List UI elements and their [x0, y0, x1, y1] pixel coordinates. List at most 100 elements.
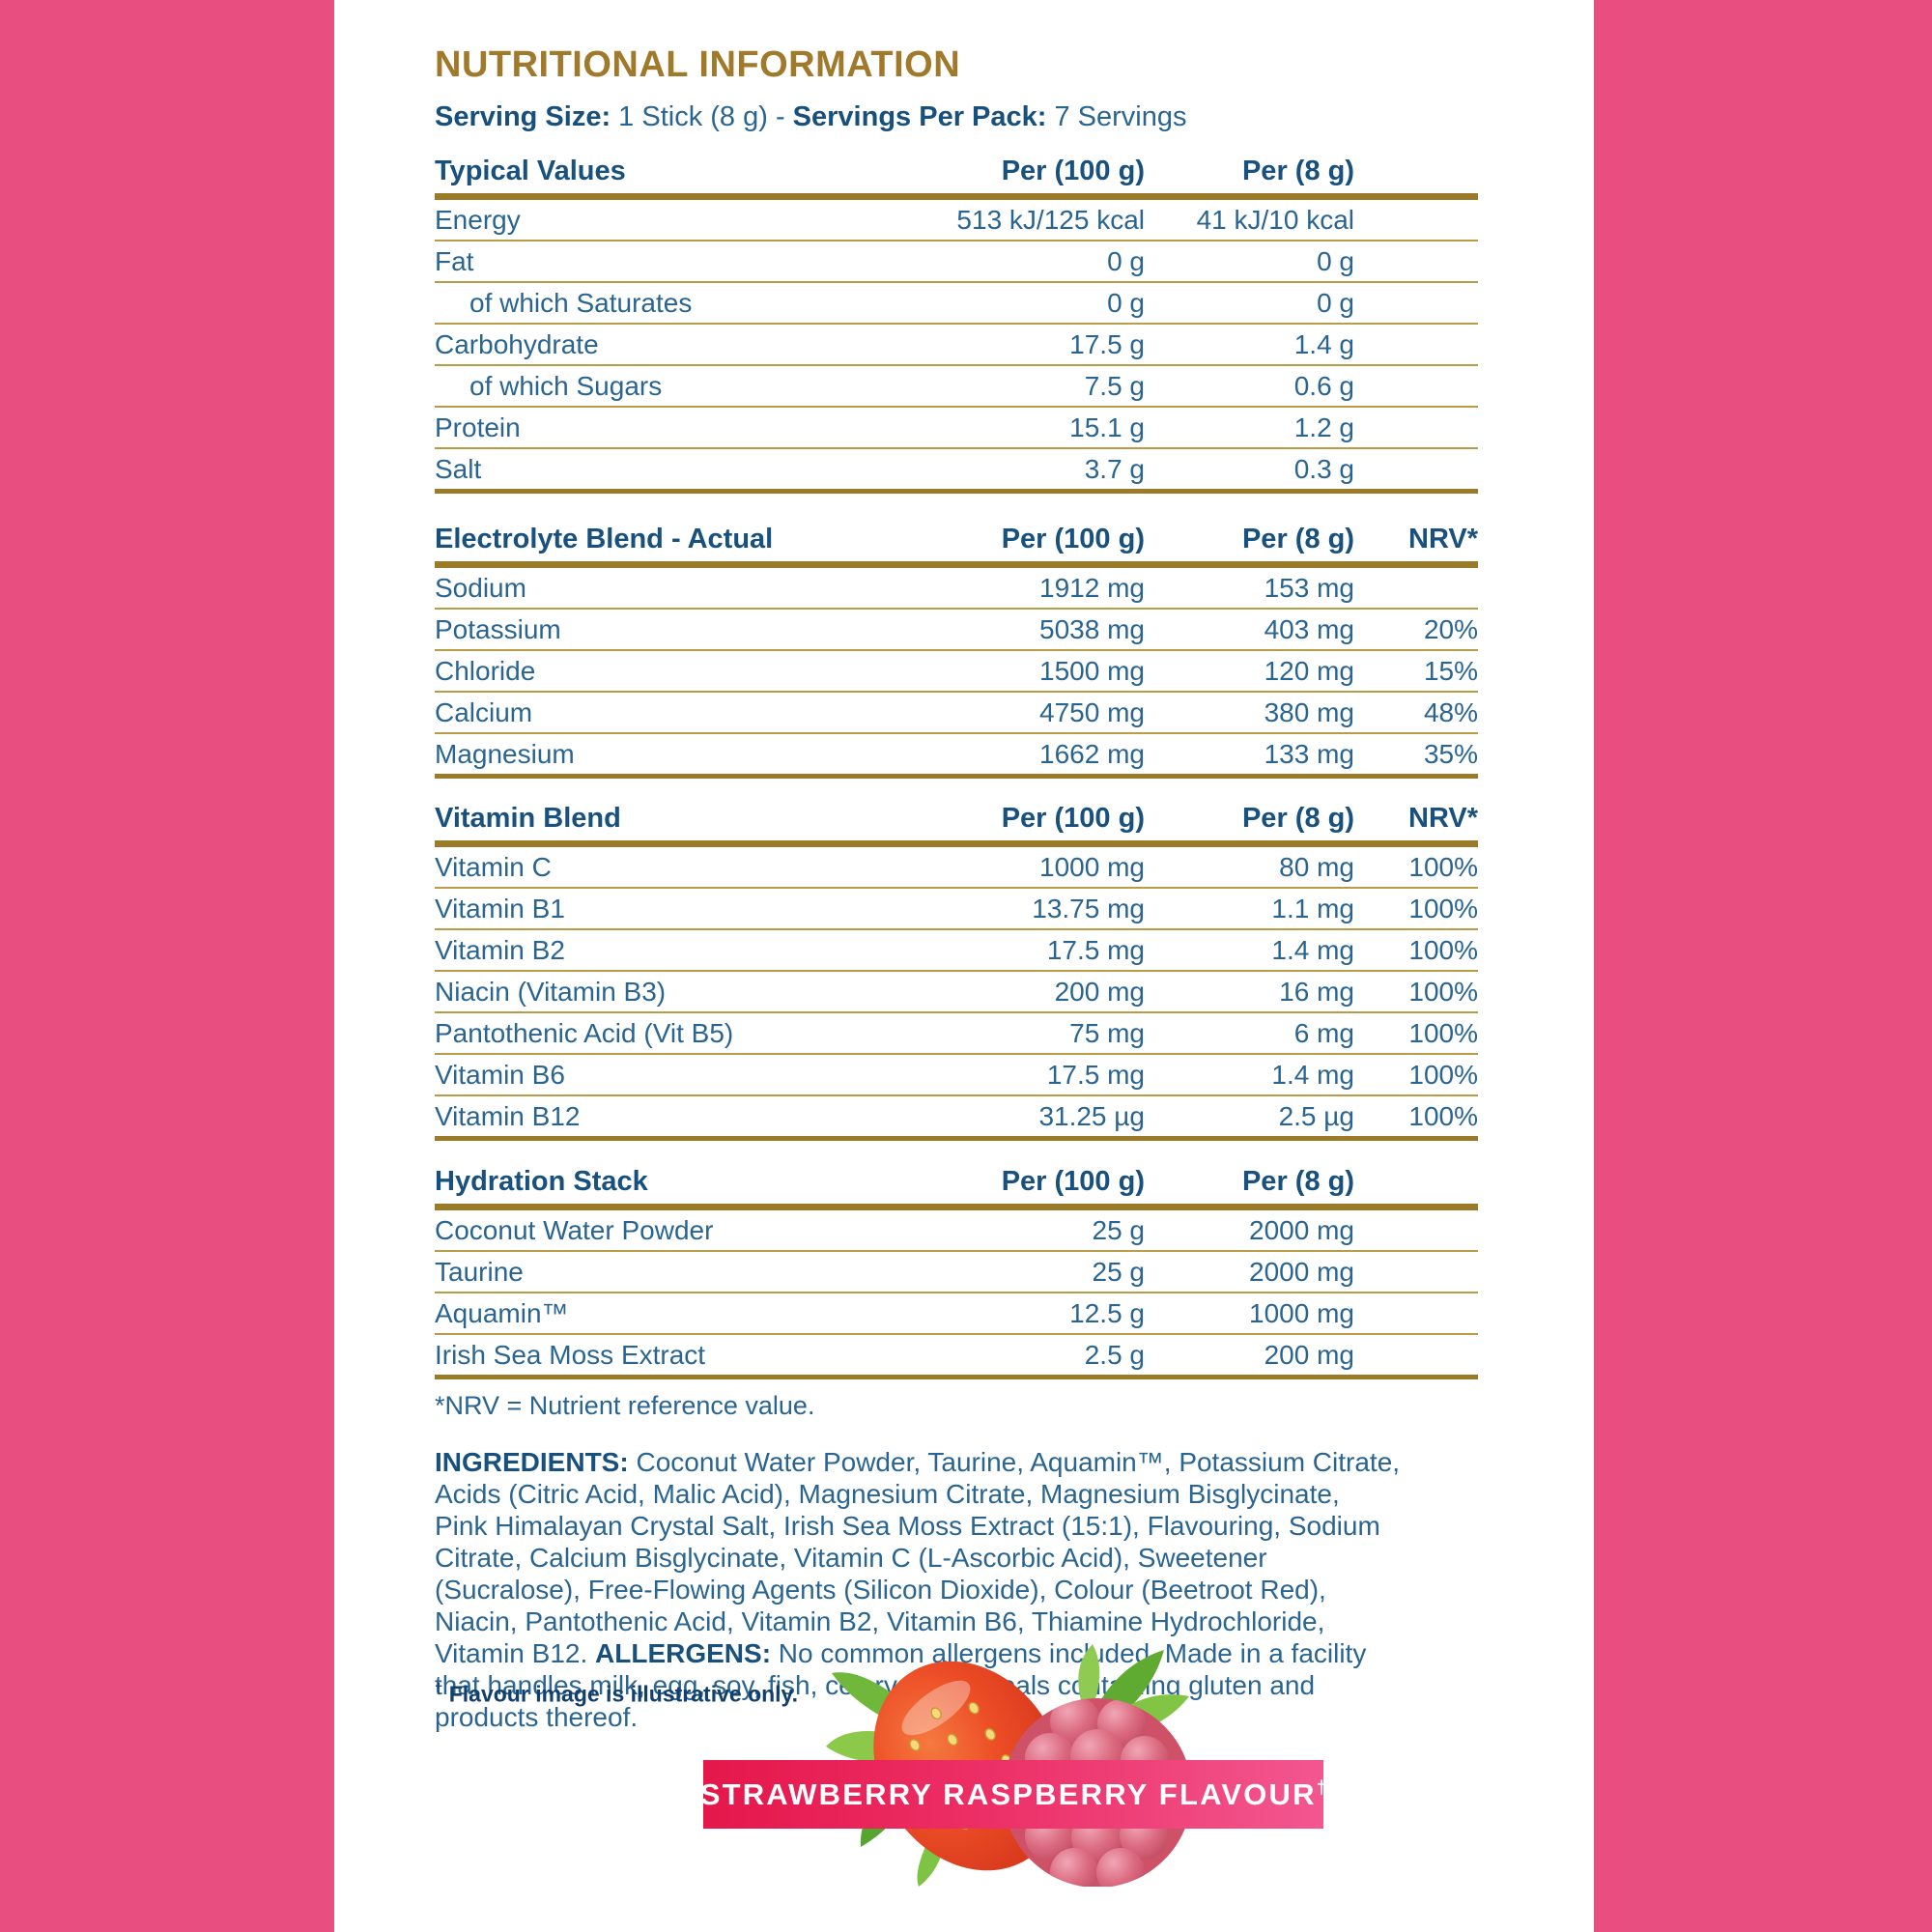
ingredients-segment: Acids (Citric Acid, Malic Acid), Magnesi…: [435, 1479, 1340, 1509]
row-value-nrv: 48%: [1423, 696, 1478, 727]
table-row: Vitamin B6 17.5 mg 1.4 mg 100%: [435, 1055, 1478, 1096]
row-value-per100: 25 g: [1092, 1256, 1146, 1287]
row-value-nrv: 100%: [1408, 1017, 1478, 1048]
row-label: Vitamin B12: [435, 1100, 581, 1131]
row-value-per100: 12.5 g: [1069, 1297, 1145, 1328]
table-row: Fat 0 g 0 g: [435, 242, 1478, 283]
row-value-per8: 6 mg: [1293, 1017, 1354, 1048]
table-row: Energy 513 kJ/125 kcal 41 kJ/10 kcal: [435, 200, 1478, 242]
row-value-per8: 2.5 µg: [1278, 1100, 1354, 1131]
ingredients-segment: ALLERGENS:: [595, 1638, 772, 1668]
row-value-per100: 0 g: [1107, 287, 1145, 318]
nrv-footnote: *NRV = Nutrient reference value.: [435, 1391, 815, 1420]
row-label: Niacin (Vitamin B3): [435, 976, 667, 1007]
row-label: Taurine: [435, 1256, 524, 1287]
table-section-typical-values: Typical Values Per (100 g) Per (8 g) Energy…: [435, 149, 1478, 494]
col-header-nrv: NRV*: [1408, 523, 1478, 554]
col-header-per100: Per (100 g): [1001, 802, 1145, 834]
table-row: Aquamin™ 12.5 g 1000 mg: [435, 1293, 1478, 1335]
table-header-row: Typical Values Per (100 g) Per (8 g): [435, 149, 1478, 200]
ingredients-line: (Sucralose), Free-Flowing Agents (Silico…: [435, 1574, 1478, 1605]
table-row: Coconut Water Powder 25 g 2000 mg: [435, 1210, 1478, 1252]
table-row: Vitamin B1 13.75 mg 1.1 mg 100%: [435, 889, 1478, 930]
col-header-per8: Per (8 g): [1241, 1165, 1354, 1197]
row-value-per100: 75 mg: [1069, 1017, 1145, 1048]
serving-info-segment: Servings Per Pack:: [792, 101, 1047, 132]
row-value-per8: 16 mg: [1279, 976, 1354, 1007]
table-row: Calcium 4750 mg 380 mg 48%: [435, 693, 1478, 734]
row-value-nrv: 100%: [1408, 1059, 1478, 1090]
row-label: Calcium: [435, 696, 533, 727]
table-row: Irish Sea Moss Extract 2.5 g 200 mg: [435, 1335, 1478, 1379]
row-label: Vitamin B1: [435, 893, 565, 923]
page-title: NUTRITIONAL INFORMATION: [435, 44, 961, 85]
row-value-per8: 1.2 g: [1293, 412, 1354, 442]
row-label: Aquamin™: [435, 1297, 569, 1328]
flavour-image-note: † Flavour image is illustrative only.: [435, 1681, 799, 1707]
row-value-per100: 4750 mg: [1039, 696, 1145, 727]
row-value-per100: 1000 mg: [1039, 851, 1145, 882]
dagger-icon: †: [1316, 1777, 1327, 1799]
ingredients-segment: Pink Himalayan Crystal Salt, Irish Sea M…: [435, 1511, 1380, 1541]
row-value-per8: 1.4 mg: [1271, 934, 1354, 965]
serving-info-segment: 7 Servings: [1046, 101, 1187, 132]
row-label: Protein: [435, 412, 521, 442]
row-value-per8: 1.1 mg: [1271, 893, 1354, 923]
row-value-per8: 2000 mg: [1249, 1214, 1354, 1245]
table-row: Niacin (Vitamin B3) 200 mg 16 mg 100%: [435, 972, 1478, 1013]
dagger-icon: †: [435, 1681, 443, 1697]
row-label: Irish Sea Moss Extract: [435, 1339, 706, 1370]
ingredients-segment: Vitamin B12.: [435, 1638, 596, 1668]
table-row: Vitamin C 1000 mg 80 mg 100%: [435, 847, 1478, 889]
table-row: Pantothenic Acid (Vit B5) 75 mg 6 mg 100%: [435, 1013, 1478, 1055]
row-value-per8: 403 mg: [1264, 613, 1354, 644]
col-header-per8: Per (8 g): [1241, 155, 1354, 186]
row-value-per8: 380 mg: [1264, 696, 1354, 727]
row-value-per100: 1500 mg: [1039, 655, 1145, 686]
row-value-per8: 1.4 mg: [1271, 1059, 1354, 1090]
row-label: Vitamin C: [435, 851, 552, 882]
row-value-nrv: 20%: [1423, 613, 1478, 644]
table-row: Protein 15.1 g 1.2 g: [435, 408, 1478, 449]
label-white-panel: NUTRITIONAL INFORMATION Serving Size: 1 …: [334, 0, 1594, 1932]
row-label: of which Saturates: [469, 287, 693, 318]
row-label: of which Sugars: [469, 370, 663, 401]
table-row: Vitamin B2 17.5 mg 1.4 mg 100%: [435, 930, 1478, 972]
col-header-per100: Per (100 g): [1001, 523, 1145, 554]
row-label: Magnesium: [435, 738, 575, 769]
row-value-per100: 7.5 g: [1084, 370, 1145, 401]
row-value-per100: 1662 mg: [1039, 738, 1145, 769]
ingredients-segment: INGREDIENTS:: [435, 1447, 629, 1477]
row-value-per100: 17.5 mg: [1046, 1059, 1145, 1090]
table-row: of which Saturates 0 g 0 g: [435, 283, 1478, 325]
row-value-per8: 153 mg: [1264, 572, 1354, 603]
col-header-per100: Per (100 g): [1001, 155, 1145, 186]
ingredients-line: Acids (Citric Acid, Malic Acid), Magnesi…: [435, 1478, 1478, 1510]
row-value-per100: 0 g: [1107, 245, 1145, 276]
row-label: Carbohydrate: [435, 328, 599, 359]
section-title: Electrolyte Blend - Actual: [435, 523, 774, 554]
row-value-per8: 1000 mg: [1249, 1297, 1354, 1328]
row-label: Vitamin B2: [435, 934, 565, 965]
section-title: Hydration Stack: [435, 1165, 648, 1197]
row-value-per100: 5038 mg: [1039, 613, 1145, 644]
row-value-per8: 2000 mg: [1249, 1256, 1354, 1287]
row-value-per8: 0.3 g: [1293, 453, 1354, 484]
table-section-vitamin-blend: Vitamin Blend Per (100 g) Per (8 g) NRV* Vit…: [435, 796, 1478, 1141]
table-row: Chloride 1500 mg 120 mg 15%: [435, 651, 1478, 693]
table-row: Taurine 25 g 2000 mg: [435, 1252, 1478, 1293]
row-label: Vitamin B6: [435, 1059, 565, 1090]
row-value-per8: 80 mg: [1279, 851, 1354, 882]
row-value-per8: 133 mg: [1264, 738, 1354, 769]
row-value-nrv: 100%: [1408, 1100, 1478, 1131]
row-value-per8: 0 g: [1317, 287, 1354, 318]
flavour-banner-text: STRAWBERRY RASPBERRY FLAVOUR†: [699, 1776, 1327, 1811]
row-value-per100: 13.75 mg: [1032, 893, 1145, 923]
table-row: of which Sugars 7.5 g 0.6 g: [435, 366, 1478, 408]
flavour-banner: STRAWBERRY RASPBERRY FLAVOUR†: [700, 1760, 1326, 1829]
row-value-per100: 2.5 g: [1084, 1339, 1145, 1370]
row-value-per100: 17.5 mg: [1046, 934, 1145, 965]
row-value-per100: 17.5 g: [1069, 328, 1145, 359]
row-label: Potassium: [435, 613, 561, 644]
